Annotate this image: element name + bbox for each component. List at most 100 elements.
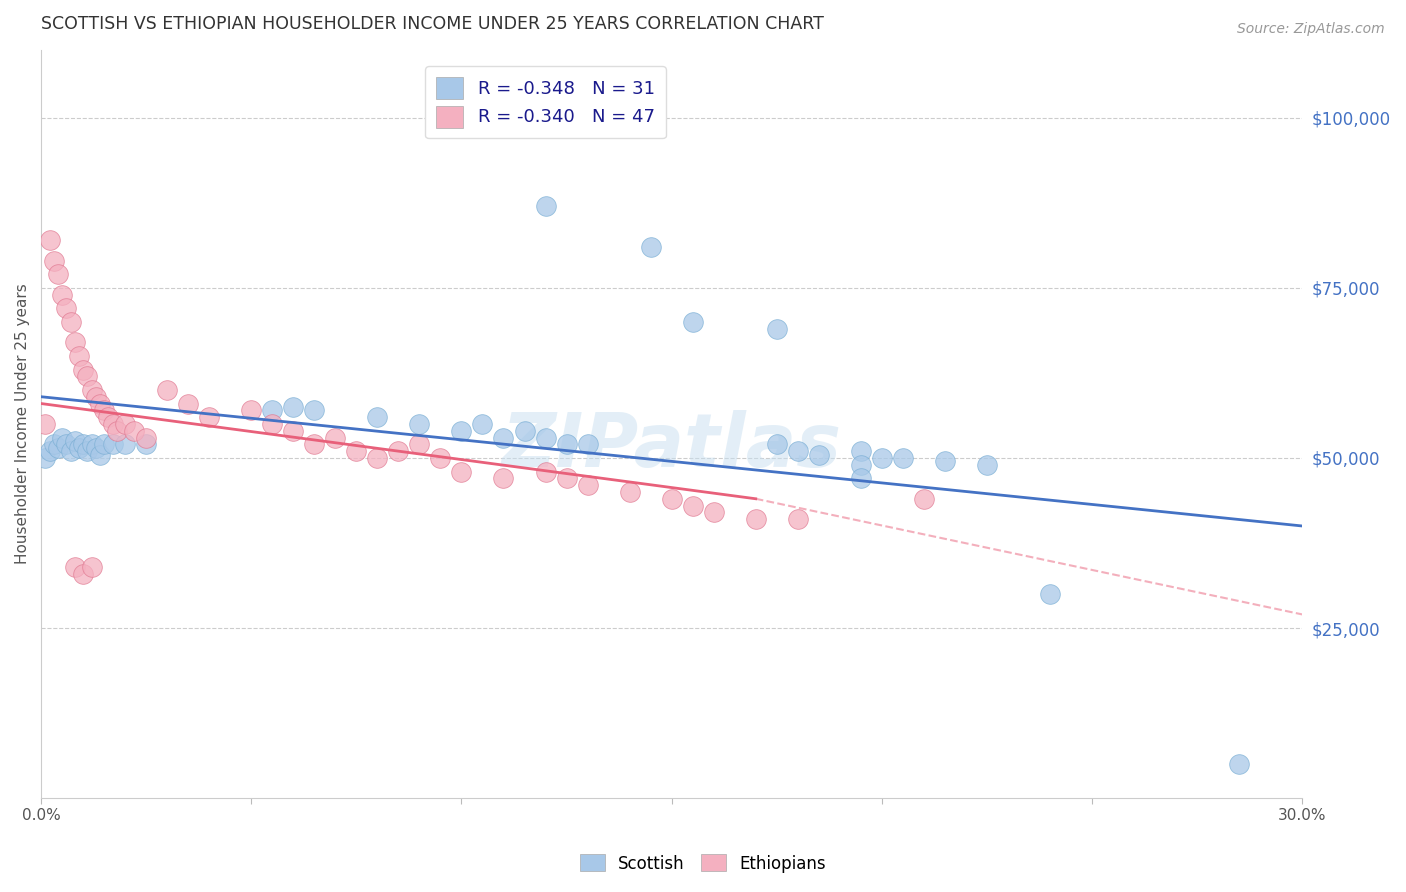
- Point: [807, 448, 830, 462]
- Point: [59, 444, 82, 458]
- Point: [534, 199, 557, 213]
- Point: [101, 417, 124, 431]
- Point: [59, 315, 82, 329]
- Point: [80, 559, 103, 574]
- Legend: R = -0.348   N = 31, R = -0.340   N = 47: R = -0.348 N = 31, R = -0.340 N = 47: [426, 66, 665, 138]
- Point: [1227, 757, 1250, 772]
- Point: [492, 431, 515, 445]
- Point: [344, 444, 367, 458]
- Point: [1039, 587, 1062, 601]
- Point: [114, 417, 136, 431]
- Point: [534, 465, 557, 479]
- Point: [51, 287, 73, 301]
- Point: [891, 450, 914, 465]
- Point: [849, 444, 872, 458]
- Point: [786, 444, 808, 458]
- Point: [122, 424, 145, 438]
- Point: [640, 240, 662, 254]
- Point: [156, 383, 179, 397]
- Point: [46, 268, 69, 282]
- Point: [46, 441, 69, 455]
- Point: [976, 458, 998, 472]
- Point: [262, 417, 284, 431]
- Point: [135, 437, 157, 451]
- Point: [240, 403, 263, 417]
- Point: [76, 444, 98, 458]
- Point: [76, 369, 98, 384]
- Point: [198, 410, 221, 425]
- Point: [34, 417, 56, 431]
- Point: [72, 566, 94, 581]
- Point: [97, 410, 120, 425]
- Point: [67, 349, 90, 363]
- Point: [576, 478, 599, 492]
- Point: [682, 315, 704, 329]
- Point: [72, 437, 94, 451]
- Point: [744, 512, 766, 526]
- Point: [765, 437, 787, 451]
- Point: [849, 471, 872, 485]
- Point: [429, 450, 451, 465]
- Point: [471, 417, 494, 431]
- Point: [89, 448, 111, 462]
- Point: [262, 403, 284, 417]
- Point: [38, 233, 60, 247]
- Point: [934, 454, 956, 468]
- Point: [619, 485, 641, 500]
- Point: [849, 458, 872, 472]
- Point: [387, 444, 409, 458]
- Y-axis label: Householder Income Under 25 years: Householder Income Under 25 years: [15, 284, 30, 565]
- Point: [42, 437, 65, 451]
- Point: [63, 559, 86, 574]
- Point: [55, 301, 77, 316]
- Text: SCOTTISH VS ETHIOPIAN HOUSEHOLDER INCOME UNDER 25 YEARS CORRELATION CHART: SCOTTISH VS ETHIOPIAN HOUSEHOLDER INCOME…: [41, 15, 824, 33]
- Point: [93, 437, 115, 451]
- Point: [325, 431, 347, 445]
- Point: [304, 403, 326, 417]
- Point: [89, 396, 111, 410]
- Point: [51, 431, 73, 445]
- Point: [703, 505, 725, 519]
- Text: Source: ZipAtlas.com: Source: ZipAtlas.com: [1237, 22, 1385, 37]
- Point: [450, 465, 472, 479]
- Point: [177, 396, 200, 410]
- Point: [912, 491, 935, 506]
- Point: [63, 335, 86, 350]
- Text: ZIPatlas: ZIPatlas: [502, 410, 842, 483]
- Point: [101, 437, 124, 451]
- Point: [765, 322, 787, 336]
- Point: [513, 424, 536, 438]
- Point: [42, 253, 65, 268]
- Point: [80, 437, 103, 451]
- Point: [555, 471, 578, 485]
- Point: [870, 450, 893, 465]
- Point: [105, 424, 128, 438]
- Point: [304, 437, 326, 451]
- Point: [63, 434, 86, 448]
- Point: [786, 512, 808, 526]
- Point: [72, 362, 94, 376]
- Point: [366, 410, 388, 425]
- Point: [555, 437, 578, 451]
- Point: [135, 431, 157, 445]
- Point: [114, 437, 136, 451]
- Point: [84, 390, 107, 404]
- Point: [366, 450, 388, 465]
- Point: [93, 403, 115, 417]
- Point: [450, 424, 472, 438]
- Point: [55, 437, 77, 451]
- Point: [84, 441, 107, 455]
- Point: [283, 424, 305, 438]
- Point: [80, 383, 103, 397]
- Point: [661, 491, 683, 506]
- Point: [408, 417, 430, 431]
- Point: [576, 437, 599, 451]
- Point: [492, 471, 515, 485]
- Point: [67, 441, 90, 455]
- Point: [283, 400, 305, 414]
- Point: [534, 431, 557, 445]
- Point: [38, 444, 60, 458]
- Point: [408, 437, 430, 451]
- Point: [682, 499, 704, 513]
- Legend: Scottish, Ethiopians: Scottish, Ethiopians: [574, 847, 832, 880]
